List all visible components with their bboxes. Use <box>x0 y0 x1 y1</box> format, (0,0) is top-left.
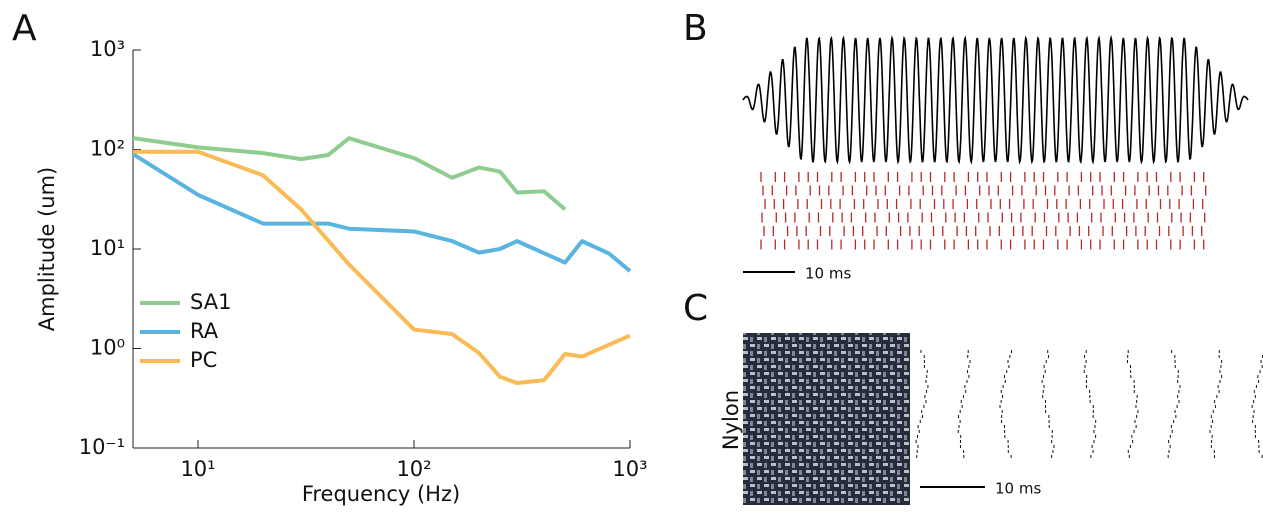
panel-label: C <box>683 288 708 329</box>
y-axis-label: Amplitude (um) <box>35 167 59 331</box>
decoration <box>742 34 1263 458</box>
y-tick-label: 10⁰ <box>90 336 125 360</box>
y-tick-label: 10¹ <box>90 236 125 260</box>
legend-label: PC <box>190 348 217 372</box>
x-tick-label: 10¹ <box>180 457 215 481</box>
legend-label: RA <box>190 319 219 343</box>
x-tick-label: 10³ <box>612 457 647 481</box>
y-tick-label: 10³ <box>90 37 125 61</box>
data-line <box>131 152 632 273</box>
panel-label: B <box>683 8 708 49</box>
y-tick-label: 10² <box>90 137 125 161</box>
data-line <box>132 136 567 211</box>
texture-image <box>743 333 910 505</box>
data-line <box>133 149 631 386</box>
x-axis-label: Frequency (Hz) <box>302 482 460 506</box>
texture-label: Nylon <box>719 390 743 450</box>
y-tick-label: 10⁻¹ <box>79 435 125 459</box>
panel-label: A <box>12 8 37 49</box>
scale-label: 10 ms <box>805 265 851 283</box>
legend-label: SA1 <box>190 290 231 314</box>
x-tick-label: 10² <box>396 457 431 481</box>
waveform <box>742 34 1249 165</box>
scale-label: 10 ms <box>995 480 1041 498</box>
